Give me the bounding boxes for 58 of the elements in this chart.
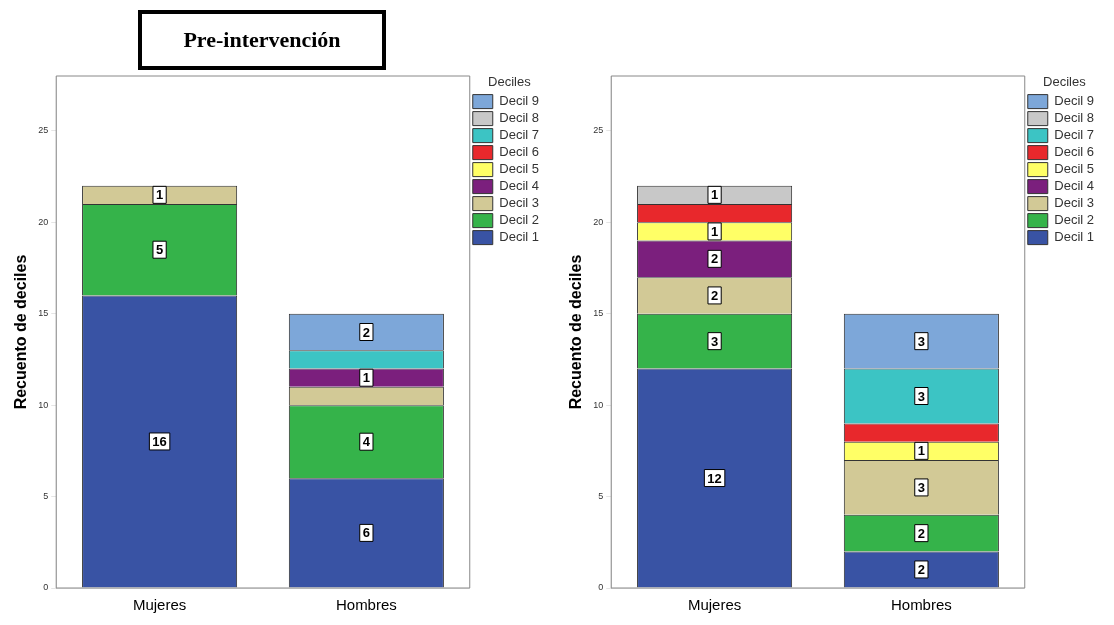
legend-label: Decil 2 <box>1054 212 1095 228</box>
y-tick-label: 0 <box>598 582 604 593</box>
y-tick-label: 0 <box>43 582 49 593</box>
data-label: 6 <box>362 525 370 541</box>
data-label: 12 <box>707 470 722 486</box>
legend-label: Decil 6 <box>1054 144 1095 160</box>
y-tick-label: 5 <box>43 491 49 502</box>
data-label: 2 <box>917 562 925 578</box>
legend-label: Decil 6 <box>499 144 540 160</box>
legend-label: Decil 9 <box>499 93 540 109</box>
data-label: 1 <box>917 443 925 459</box>
data-label: 1 <box>155 187 164 203</box>
y-tick-label: 15 <box>593 308 604 319</box>
x-tick-label: Hombres <box>335 596 397 614</box>
legend-label: Decil 5 <box>499 161 540 177</box>
data-label: 3 <box>710 333 719 349</box>
y-tick-label: 20 <box>38 216 49 227</box>
data-label: 1 <box>710 187 719 203</box>
data-label: 16 <box>152 434 167 450</box>
legend-label: Decil 4 <box>1054 178 1095 194</box>
legend-label: Decil 3 <box>1054 195 1095 211</box>
legend-label: Decil 7 <box>1054 127 1095 143</box>
x-tick-label: Mujeres <box>132 596 187 614</box>
y-tick-label: 15 <box>38 308 49 319</box>
legend-label: Decil 8 <box>1054 110 1095 126</box>
legend-label: Decil 3 <box>499 195 540 211</box>
data-label: 3 <box>917 480 925 496</box>
data-label: 2 <box>710 251 719 267</box>
data-label: 3 <box>917 333 925 349</box>
legend-label: Decil 7 <box>499 127 540 143</box>
data-label: 4 <box>362 434 371 450</box>
legend-label: Decil 2 <box>499 212 540 228</box>
data-label: 1 <box>362 370 370 386</box>
legend-label: Decil 5 <box>1054 161 1095 177</box>
y-tick-label: 10 <box>593 399 604 410</box>
y-tick-label: 20 <box>593 216 604 227</box>
y-tick-label: 10 <box>38 399 49 410</box>
data-label: 2 <box>362 324 370 340</box>
legend-label: Decil 9 <box>1054 93 1095 109</box>
y-tick-label: 5 <box>598 491 604 502</box>
legend-title: Deciles <box>488 74 532 90</box>
y-tick-label: 25 <box>593 125 604 136</box>
legend-label: Decil 4 <box>499 178 540 194</box>
legend-label: Decil 8 <box>499 110 540 126</box>
y-axis-title: Recuento de deciles <box>12 254 30 410</box>
data-label: 1 <box>710 224 719 240</box>
x-tick-label: Mujeres <box>687 596 742 614</box>
legend-label: Decil 1 <box>499 229 540 245</box>
data-label: 3 <box>917 388 925 404</box>
chart-title: Pre-intervención <box>138 10 386 70</box>
legend-title: Deciles <box>1043 74 1087 90</box>
data-label: 5 <box>155 242 164 258</box>
legend-label: Decil 1 <box>1054 229 1095 245</box>
data-label: 2 <box>917 525 925 541</box>
data-label: 2 <box>710 288 719 304</box>
y-axis-title: Recuento de deciles <box>567 254 585 410</box>
y-tick-label: 25 <box>38 125 49 136</box>
x-tick-label: Hombres <box>890 596 952 614</box>
